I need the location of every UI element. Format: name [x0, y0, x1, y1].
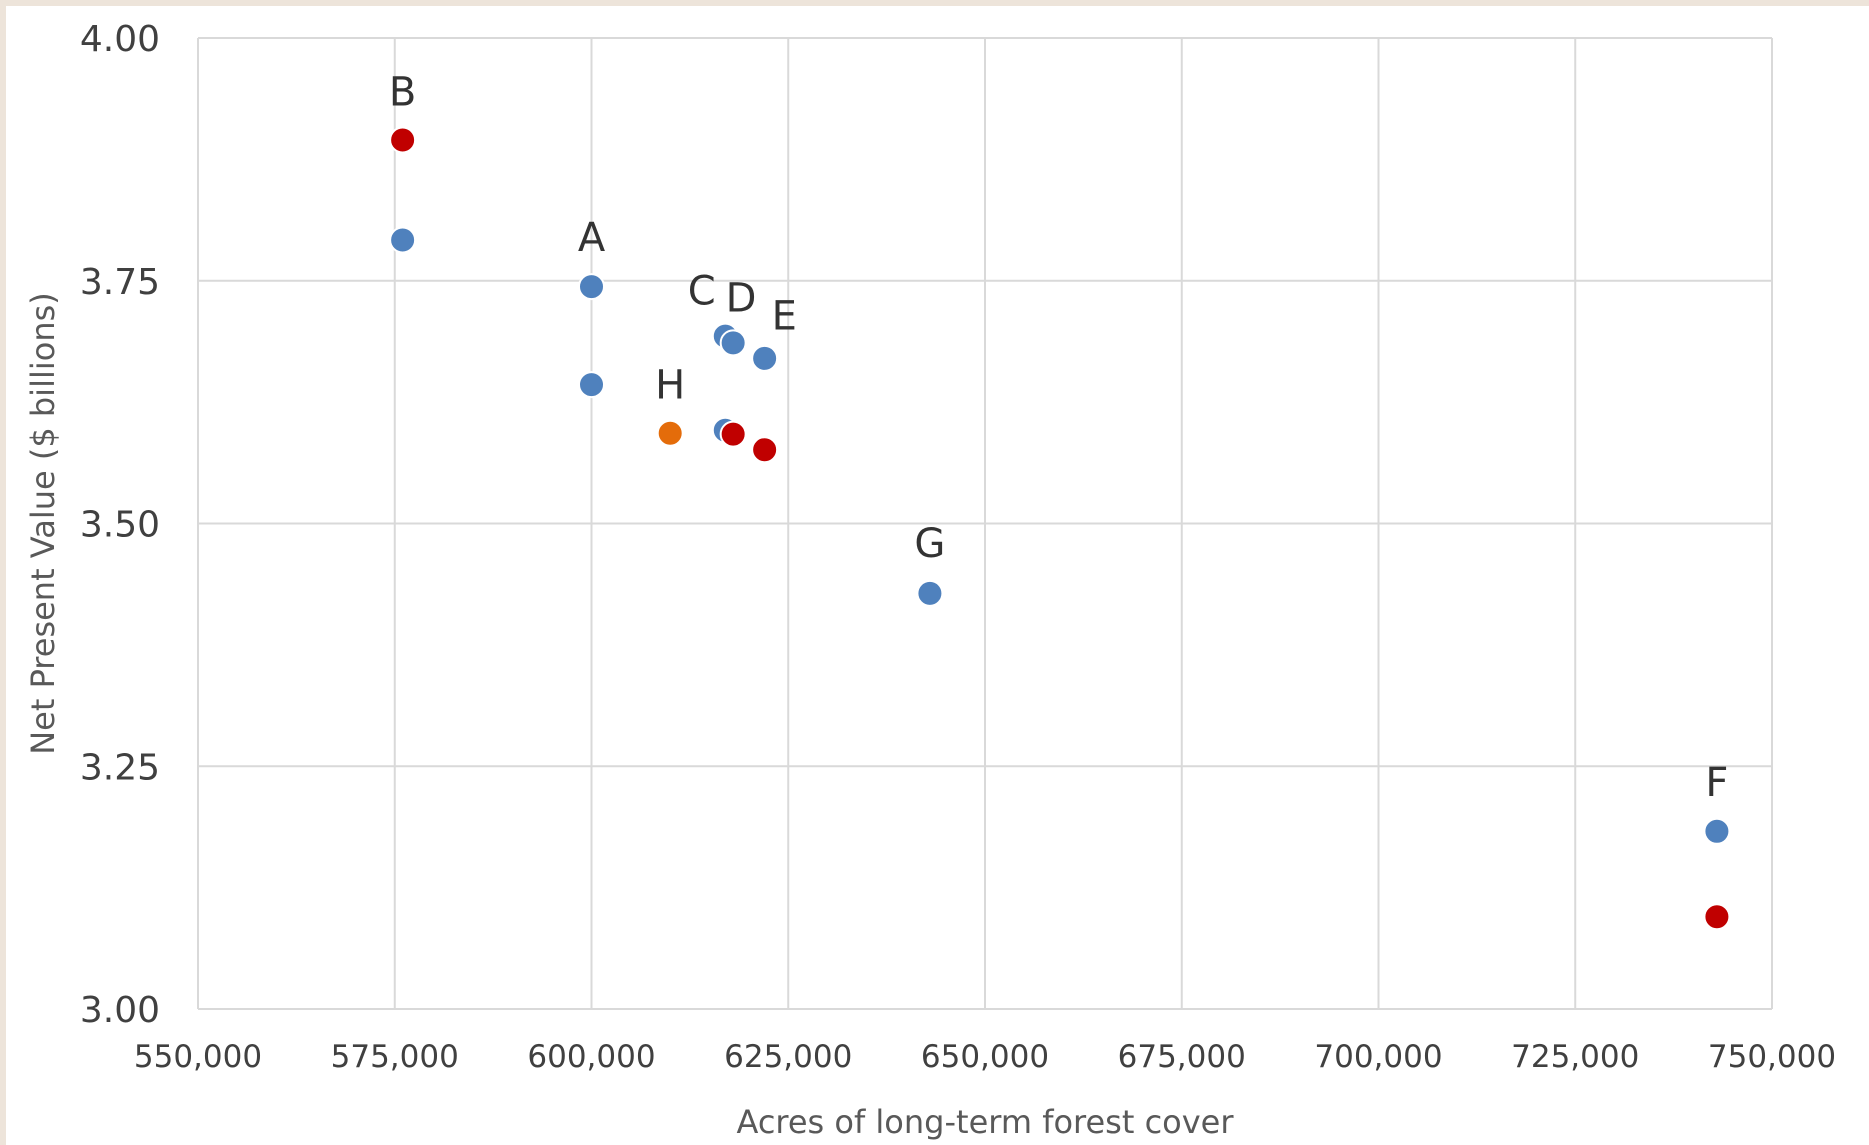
y-tick-label: 3.25 — [80, 747, 160, 788]
x-tick-label: 575,000 — [331, 1039, 459, 1075]
data-point-blue — [719, 329, 747, 357]
x-tick-label: 650,000 — [921, 1039, 1049, 1075]
point-label-b: B — [389, 69, 416, 115]
data-point-blue — [578, 273, 605, 301]
point-label-a: A — [578, 215, 606, 261]
y-axis-tick-labels: 3.00 3.25 3.50 3.75 4.00 — [80, 19, 160, 1031]
data-point-red — [1703, 903, 1731, 931]
point-label-g: G — [914, 521, 945, 567]
point-annotations: B A C D E H G F — [389, 69, 1729, 805]
y-axis-title: Net Present Value ($ billions) — [24, 292, 62, 755]
point-label-e: E — [772, 294, 797, 340]
data-points — [389, 126, 1731, 931]
point-label-h: H — [655, 363, 685, 409]
y-tick-label: 3.75 — [80, 262, 160, 303]
point-label-c: C — [688, 268, 716, 314]
x-tick-label: 550,000 — [134, 1039, 262, 1075]
data-point-red — [719, 420, 747, 448]
data-point-blue — [916, 579, 944, 607]
y-tick-label: 3.00 — [80, 990, 160, 1031]
point-label-d: D — [726, 275, 757, 321]
x-tick-label: 625,000 — [724, 1039, 852, 1075]
x-tick-label: 675,000 — [1118, 1039, 1246, 1075]
data-point-red — [751, 436, 779, 464]
y-tick-label: 3.50 — [80, 505, 160, 546]
data-point-blue — [751, 344, 779, 372]
y-tick-label: 4.00 — [80, 19, 160, 60]
data-point-blue — [578, 371, 605, 399]
x-tick-label: 600,000 — [527, 1039, 655, 1075]
chart-frame: 3.00 3.25 3.50 3.75 4.00 550,000 575,000 600,0… — [6, 6, 1869, 1145]
x-axis-tick-labels: 550,000 575,000 600,000 625,000 650,000 675,0… — [134, 1039, 1836, 1075]
data-point-red — [389, 126, 417, 154]
point-label-f: F — [1705, 760, 1728, 806]
x-tick-label: 725,000 — [1511, 1039, 1639, 1075]
gridlines — [197, 37, 1773, 1010]
data-point-blue — [1703, 817, 1731, 845]
x-tick-label: 750,000 — [1708, 1039, 1836, 1075]
data-point-orange — [656, 419, 684, 447]
scatter-chart: 3.00 3.25 3.50 3.75 4.00 550,000 575,000 600,0… — [24, 19, 1836, 1141]
x-axis-title: Acres of long-term forest cover — [736, 1103, 1234, 1141]
data-point-blue — [389, 226, 417, 254]
x-tick-label: 700,000 — [1314, 1039, 1442, 1075]
